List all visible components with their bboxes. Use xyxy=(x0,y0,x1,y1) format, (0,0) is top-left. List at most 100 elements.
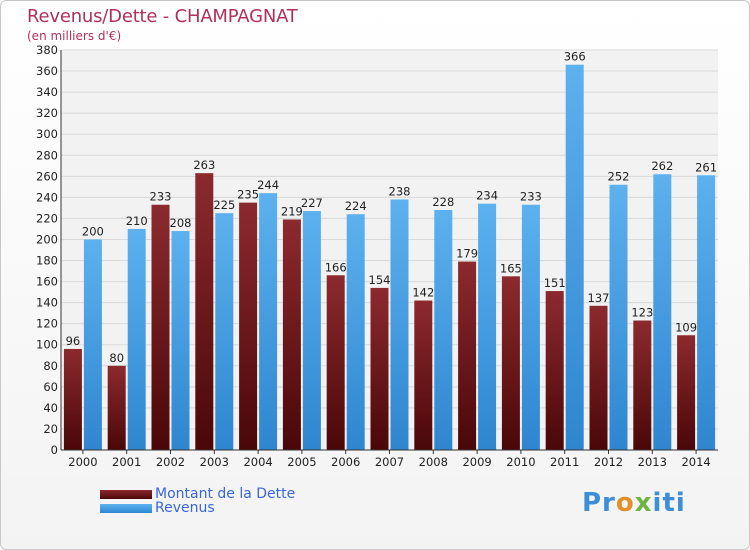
bar-revenue xyxy=(390,199,409,450)
data-label-revenue: 234 xyxy=(476,189,498,203)
y-tick-label: 360 xyxy=(36,64,58,78)
bar-debt xyxy=(545,291,564,450)
bar-revenue xyxy=(653,174,672,451)
bar-debt xyxy=(589,305,608,450)
x-tick-label: 2005 xyxy=(287,455,316,469)
data-label-debt: 219 xyxy=(281,204,303,218)
bars xyxy=(63,64,716,451)
bar-debt xyxy=(458,261,477,450)
bar-revenue xyxy=(609,184,628,450)
y-tick-label: 320 xyxy=(36,106,58,120)
y-tick-label: 0 xyxy=(51,443,58,457)
x-tick-label: 2014 xyxy=(681,455,710,469)
data-label-debt: 165 xyxy=(500,261,522,275)
y-tick-label: 20 xyxy=(43,422,58,436)
bar-revenue xyxy=(697,175,716,450)
data-label-debt: 123 xyxy=(631,306,653,320)
data-labels: 9620080210233208263225235244219227166224… xyxy=(66,50,717,365)
bar-debt xyxy=(151,204,170,450)
y-tick-label: 160 xyxy=(36,275,58,289)
y-tick-label: 140 xyxy=(36,296,58,310)
data-label-revenue: 225 xyxy=(213,198,235,212)
chart-subtitle: (en milliers d'€) xyxy=(27,29,122,43)
data-label-debt: 179 xyxy=(456,247,478,261)
proxiti-logo: Proxiti xyxy=(582,488,686,518)
data-label-revenue: 208 xyxy=(170,216,192,230)
x-tick-label: 2006 xyxy=(331,455,360,469)
x-tick-label: 2001 xyxy=(112,455,141,469)
data-label-debt: 96 xyxy=(66,334,81,348)
bar-revenue xyxy=(521,204,540,450)
bar-debt xyxy=(63,348,82,450)
x-tick-label: 2013 xyxy=(638,455,667,469)
y-tick-label: 100 xyxy=(36,338,58,352)
data-label-revenue: 200 xyxy=(82,224,104,238)
y-tick-label: 380 xyxy=(36,43,58,57)
data-label-debt: 235 xyxy=(237,188,259,202)
x-tick-label: 2003 xyxy=(200,455,229,469)
legend-item-revenue: Revenus xyxy=(100,500,400,516)
data-label-debt: 166 xyxy=(325,260,347,274)
y-tick-label: 340 xyxy=(36,85,58,99)
y-tick-label: 260 xyxy=(36,169,58,183)
x-tick-label: 2004 xyxy=(243,455,272,469)
x-tick-label: 2012 xyxy=(594,455,623,469)
bar-revenue xyxy=(215,213,234,450)
legend-swatch-debt xyxy=(100,490,152,499)
y-tick-label: 60 xyxy=(43,380,58,394)
grid xyxy=(61,49,718,451)
bar-debt xyxy=(239,202,258,450)
y-tick-label: 40 xyxy=(43,401,58,415)
data-label-revenue: 233 xyxy=(520,190,542,204)
bar-debt xyxy=(501,276,520,450)
data-label-debt: 151 xyxy=(544,276,566,290)
bar-revenue xyxy=(346,214,365,450)
bar-revenue xyxy=(565,64,584,450)
data-label-revenue: 366 xyxy=(564,50,586,64)
bar-debt xyxy=(282,219,301,450)
plot-area xyxy=(61,50,718,450)
y-tick-label: 80 xyxy=(43,359,58,373)
bar-revenue xyxy=(302,211,321,450)
bar-revenue xyxy=(83,239,102,450)
bar-debt xyxy=(370,287,389,450)
x-tick-label: 2000 xyxy=(68,455,97,469)
legend-swatch-revenue xyxy=(100,504,152,513)
chart-title: Revenus/Dette - CHAMPAGNAT xyxy=(27,6,298,27)
bar-revenue xyxy=(434,210,453,450)
bar-revenue xyxy=(478,203,497,450)
data-label-debt: 80 xyxy=(109,351,124,365)
bar-debt xyxy=(633,320,652,450)
legend-label-debt: Montant de la Dette xyxy=(155,486,296,502)
y-tick-label: 180 xyxy=(36,254,58,268)
x-tick-label: 2011 xyxy=(550,455,579,469)
data-label-revenue: 224 xyxy=(345,199,367,213)
data-label-debt: 233 xyxy=(150,190,172,204)
y-tick-label: 220 xyxy=(36,211,58,225)
bar-debt xyxy=(195,173,214,450)
data-label-revenue: 261 xyxy=(695,160,717,174)
data-label-debt: 109 xyxy=(675,320,697,334)
y-tick-label: 300 xyxy=(36,127,58,141)
data-label-revenue: 228 xyxy=(432,195,454,209)
bar-debt xyxy=(677,335,696,450)
data-label-revenue: 227 xyxy=(301,196,323,210)
axes: 0 20 40 60 80 100 120 140 160 180 200 220 240 260 280 3… xyxy=(36,43,718,469)
bar-revenue xyxy=(259,193,278,450)
bar-revenue xyxy=(171,231,190,450)
x-tick-label: 2007 xyxy=(375,455,404,469)
data-label-debt: 154 xyxy=(369,273,391,287)
x-tick-label: 2008 xyxy=(419,455,448,469)
data-label-debt: 137 xyxy=(588,291,610,305)
data-label-revenue: 262 xyxy=(651,159,673,173)
data-label-revenue: 244 xyxy=(257,178,279,192)
legend-label-revenue: Revenus xyxy=(155,500,215,516)
data-label-revenue: 210 xyxy=(126,214,148,228)
x-tick-label: 2010 xyxy=(506,455,535,469)
data-label-revenue: 238 xyxy=(389,184,411,198)
y-tick-label: 200 xyxy=(36,232,58,246)
bar-debt xyxy=(414,300,433,450)
data-label-debt: 142 xyxy=(412,286,434,300)
data-label-debt: 263 xyxy=(193,158,215,172)
